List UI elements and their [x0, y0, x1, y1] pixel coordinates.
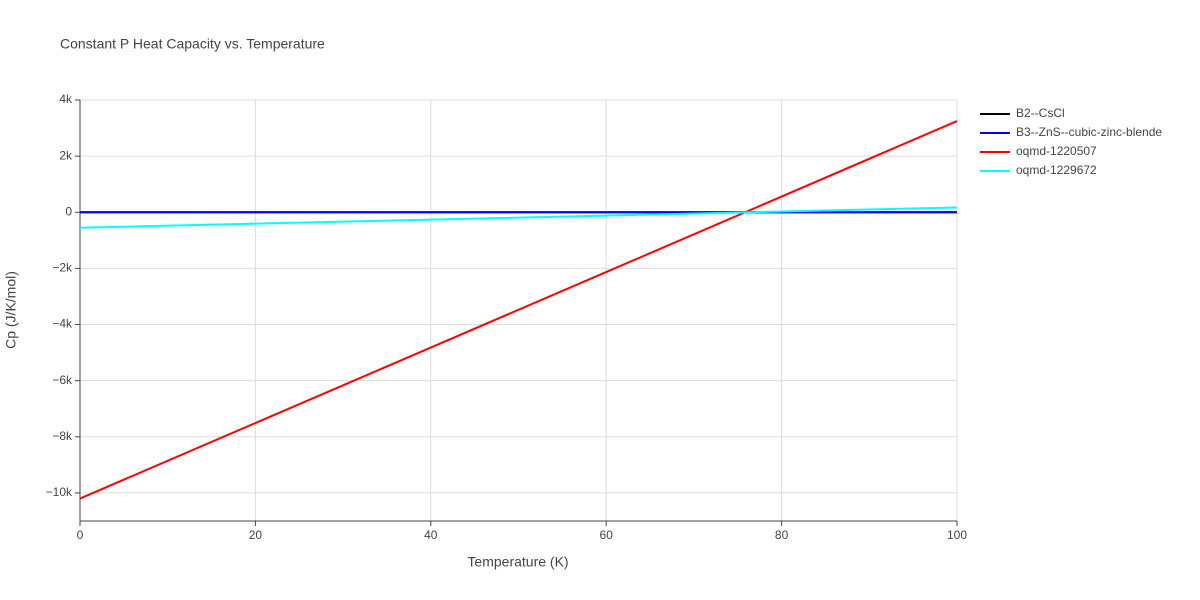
x-tick-label: 40: [424, 528, 438, 542]
x-tick-label: 20: [249, 528, 263, 542]
y-tick-label: −10k: [46, 485, 73, 499]
y-tick-label: −8k: [52, 429, 73, 443]
legend-label: oqmd-1229672: [1016, 163, 1097, 177]
legend-label: oqmd-1220507: [1016, 144, 1097, 158]
x-tick-label: 80: [775, 528, 789, 542]
y-tick-label: 0: [65, 204, 72, 218]
y-tick-label: 2k: [59, 148, 73, 162]
y-tick-label: −4k: [52, 317, 73, 331]
x-tick-label: 60: [600, 528, 614, 542]
x-tick-label: 100: [947, 528, 967, 542]
x-tick-label: 0: [77, 528, 84, 542]
y-axis-title: Cp (J/K/mol): [3, 271, 19, 349]
legend-label: B2--CsCl: [1016, 106, 1065, 120]
legend-label: B3--ZnS--cubic-zinc-blende: [1016, 125, 1162, 139]
series-line: [79, 206, 958, 229]
y-tick-label: 4k: [59, 92, 73, 106]
series-line: [79, 120, 958, 500]
y-tick-label: −6k: [52, 373, 73, 387]
chart-title: Constant P Heat Capacity vs. Temperature: [60, 36, 325, 52]
x-axis-title: Temperature (K): [467, 554, 568, 570]
y-tick-label: −2k: [52, 261, 73, 275]
